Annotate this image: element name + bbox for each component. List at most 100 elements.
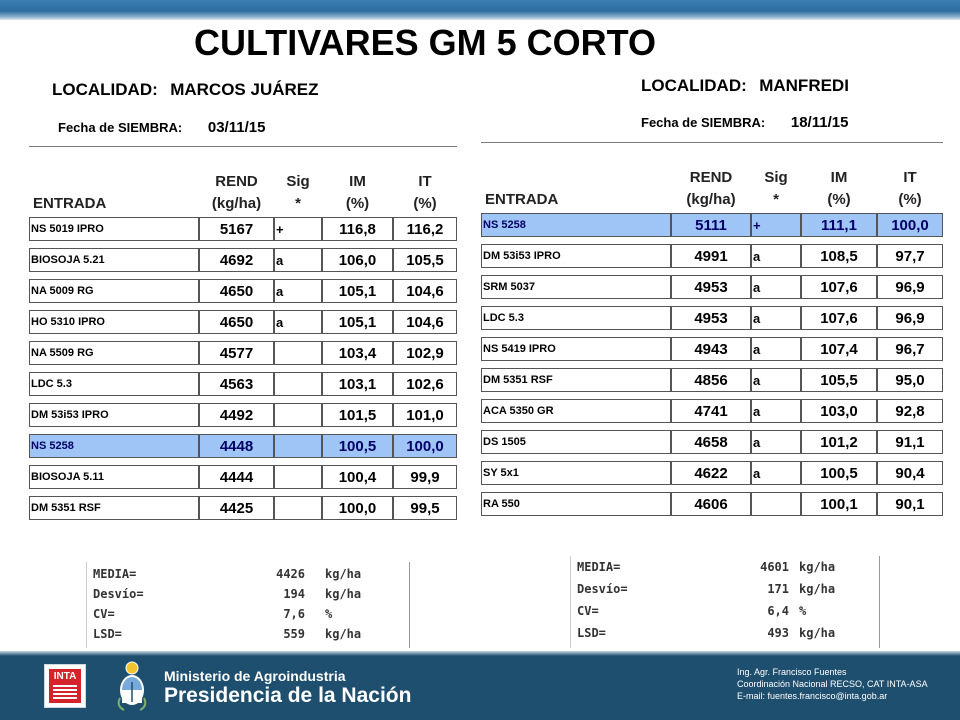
cell-sig: a bbox=[274, 248, 322, 279]
cell-rend: 4856 bbox=[671, 368, 751, 399]
cell-sig bbox=[274, 434, 322, 465]
stat-unit: kg/ha bbox=[799, 560, 836, 574]
table-row: BIOSOJA 5.21 4692 a 106,0 105,5 bbox=[29, 248, 457, 279]
cell-im: 103,0 bbox=[801, 399, 877, 430]
table-row: NS 5258 5111 +111,1 100,0 bbox=[481, 213, 943, 244]
header-sig: Sig * bbox=[751, 142, 801, 213]
cell-it: 97,7 bbox=[877, 244, 943, 275]
cell-im: 106,0 bbox=[322, 248, 393, 279]
stat-label: Desvío= bbox=[577, 582, 628, 596]
stat-label: MEDIA= bbox=[577, 560, 621, 574]
cell-sig: a bbox=[274, 279, 322, 310]
right-fecha-value: 18/11/15 bbox=[790, 114, 849, 131]
stat-label: CV= bbox=[577, 604, 599, 618]
left-results-table: ENTRADA REND (kg/ha) Sig * IM (%) IT (%) NS … bbox=[29, 146, 457, 527]
cell-sig bbox=[751, 492, 801, 523]
table-row: NS 5019 IPRO 5167 +116,8 116,2 bbox=[29, 217, 457, 248]
cell-entrada: RA 550 bbox=[481, 492, 671, 523]
cell-rend: 4953 bbox=[671, 306, 751, 337]
cell-rend: 4492 bbox=[199, 403, 274, 434]
cell-it: 96,9 bbox=[877, 306, 943, 337]
cell-sig: a bbox=[751, 430, 801, 461]
cell-sig: a bbox=[751, 244, 801, 275]
cell-im: 100,0 bbox=[322, 496, 393, 527]
cell-im: 107,4 bbox=[801, 337, 877, 368]
left-localidad-label: LOCALIDAD: bbox=[52, 80, 158, 99]
credits: Ing. Agr. Francisco Fuentes Coordinación… bbox=[737, 666, 928, 702]
cell-entrada: SRM 5037 bbox=[481, 275, 671, 306]
cell-sig bbox=[274, 496, 322, 527]
header-it: IT (%) bbox=[393, 146, 457, 217]
inta-logo-stripes bbox=[53, 685, 77, 699]
cell-entrada: HO 5310 IPRO bbox=[29, 310, 199, 341]
right-localidad-value: MANFREDI bbox=[759, 76, 849, 95]
table-row: SY 5x1 4622 a 100,5 90,4 bbox=[481, 461, 943, 492]
ministry-name: Ministerio de Agroindustria bbox=[164, 668, 346, 684]
cell-rend: 4563 bbox=[199, 372, 274, 403]
cell-sig bbox=[274, 372, 322, 403]
table-row: SRM 5037 4953 a 107,6 96,9 bbox=[481, 275, 943, 306]
left-fecha-label: Fecha de SIEMBRA: bbox=[58, 120, 183, 135]
cell-rend: 4622 bbox=[671, 461, 751, 492]
table-row: NS 5258 4448 100,5 100,0 bbox=[29, 434, 457, 465]
cell-it: 116,2 bbox=[393, 217, 457, 248]
stat-value: 4426 bbox=[276, 567, 305, 581]
cell-entrada: DM 53i53 IPRO bbox=[481, 244, 671, 275]
cell-entrada: LDC 5.3 bbox=[481, 306, 671, 337]
left-localidad-value: MARCOS JUÁREZ bbox=[170, 80, 319, 99]
cell-rend: 4658 bbox=[671, 430, 751, 461]
table-row: RA 550 4606 100,1 90,1 bbox=[481, 492, 943, 523]
footer-divider bbox=[0, 651, 960, 656]
left-table-header: ENTRADA REND (kg/ha) Sig * IM (%) IT (%) bbox=[29, 146, 457, 217]
cell-entrada: ACA 5350 GR bbox=[481, 399, 671, 430]
cell-rend: 4943 bbox=[671, 337, 751, 368]
stat-unit: kg/ha bbox=[799, 626, 836, 640]
cell-im: 101,2 bbox=[801, 430, 877, 461]
cell-it: 96,9 bbox=[877, 275, 943, 306]
cell-it: 104,6 bbox=[393, 310, 457, 341]
header-im: IM (%) bbox=[322, 146, 393, 217]
stat-unit: kg/ha bbox=[325, 567, 362, 581]
cell-sig bbox=[274, 465, 322, 496]
cell-rend: 4448 bbox=[199, 434, 274, 465]
cell-rend: 4991 bbox=[671, 244, 751, 275]
cell-im: 111,1 bbox=[801, 213, 877, 244]
cell-rend: 4953 bbox=[671, 275, 751, 306]
page-title: CULTIVARES GM 5 CORTO bbox=[193, 22, 657, 63]
cell-rend: 5111 bbox=[671, 213, 751, 244]
cell-im: 100,1 bbox=[801, 492, 877, 523]
header-entrada: ENTRADA bbox=[481, 142, 671, 213]
table-row: BIOSOJA 5.11 4444 100,4 99,9 bbox=[29, 465, 457, 496]
cell-sig: a bbox=[751, 399, 801, 430]
cell-it: 99,5 bbox=[393, 496, 457, 527]
cell-it: 96,7 bbox=[877, 337, 943, 368]
table-row: ACA 5350 GR 4741 a 103,0 92,8 bbox=[481, 399, 943, 430]
inta-logo-text: INTA bbox=[53, 671, 77, 682]
cell-entrada: NS 5258 bbox=[481, 213, 671, 244]
cell-it: 90,4 bbox=[877, 461, 943, 492]
stat-label: CV= bbox=[93, 607, 115, 621]
cell-sig: + bbox=[274, 217, 322, 248]
cell-it: 91,1 bbox=[877, 430, 943, 461]
cell-it: 102,6 bbox=[393, 372, 457, 403]
credit-role: Coordinación Nacional RECSO, CAT INTA-AS… bbox=[737, 679, 928, 689]
cell-entrada: NS 5258 bbox=[29, 434, 199, 465]
stat-value: 559 bbox=[283, 627, 305, 641]
right-fecha-label: Fecha de SIEMBRA: bbox=[641, 115, 766, 130]
cell-im: 103,1 bbox=[322, 372, 393, 403]
stat-unit: kg/ha bbox=[799, 582, 836, 596]
table-row: DM 53i53 IPRO 4991 a 108,5 97,7 bbox=[481, 244, 943, 275]
stat-label: LSD= bbox=[93, 627, 122, 641]
cell-it: 104,6 bbox=[393, 279, 457, 310]
cell-it: 92,8 bbox=[877, 399, 943, 430]
header-sig: Sig * bbox=[274, 146, 322, 217]
header-entrada: ENTRADA bbox=[29, 146, 199, 217]
stat-value: 171 bbox=[767, 582, 789, 596]
table-row: DM 5351 RSF 4856 a 105,5 95,0 bbox=[481, 368, 943, 399]
cell-it: 102,9 bbox=[393, 341, 457, 372]
header-im: IM (%) bbox=[801, 142, 877, 213]
footer bbox=[0, 651, 960, 720]
cell-entrada: NA 5009 RG bbox=[29, 279, 199, 310]
table-row: LDC 5.3 4953 a 107,6 96,9 bbox=[481, 306, 943, 337]
cell-it: 100,0 bbox=[877, 213, 943, 244]
